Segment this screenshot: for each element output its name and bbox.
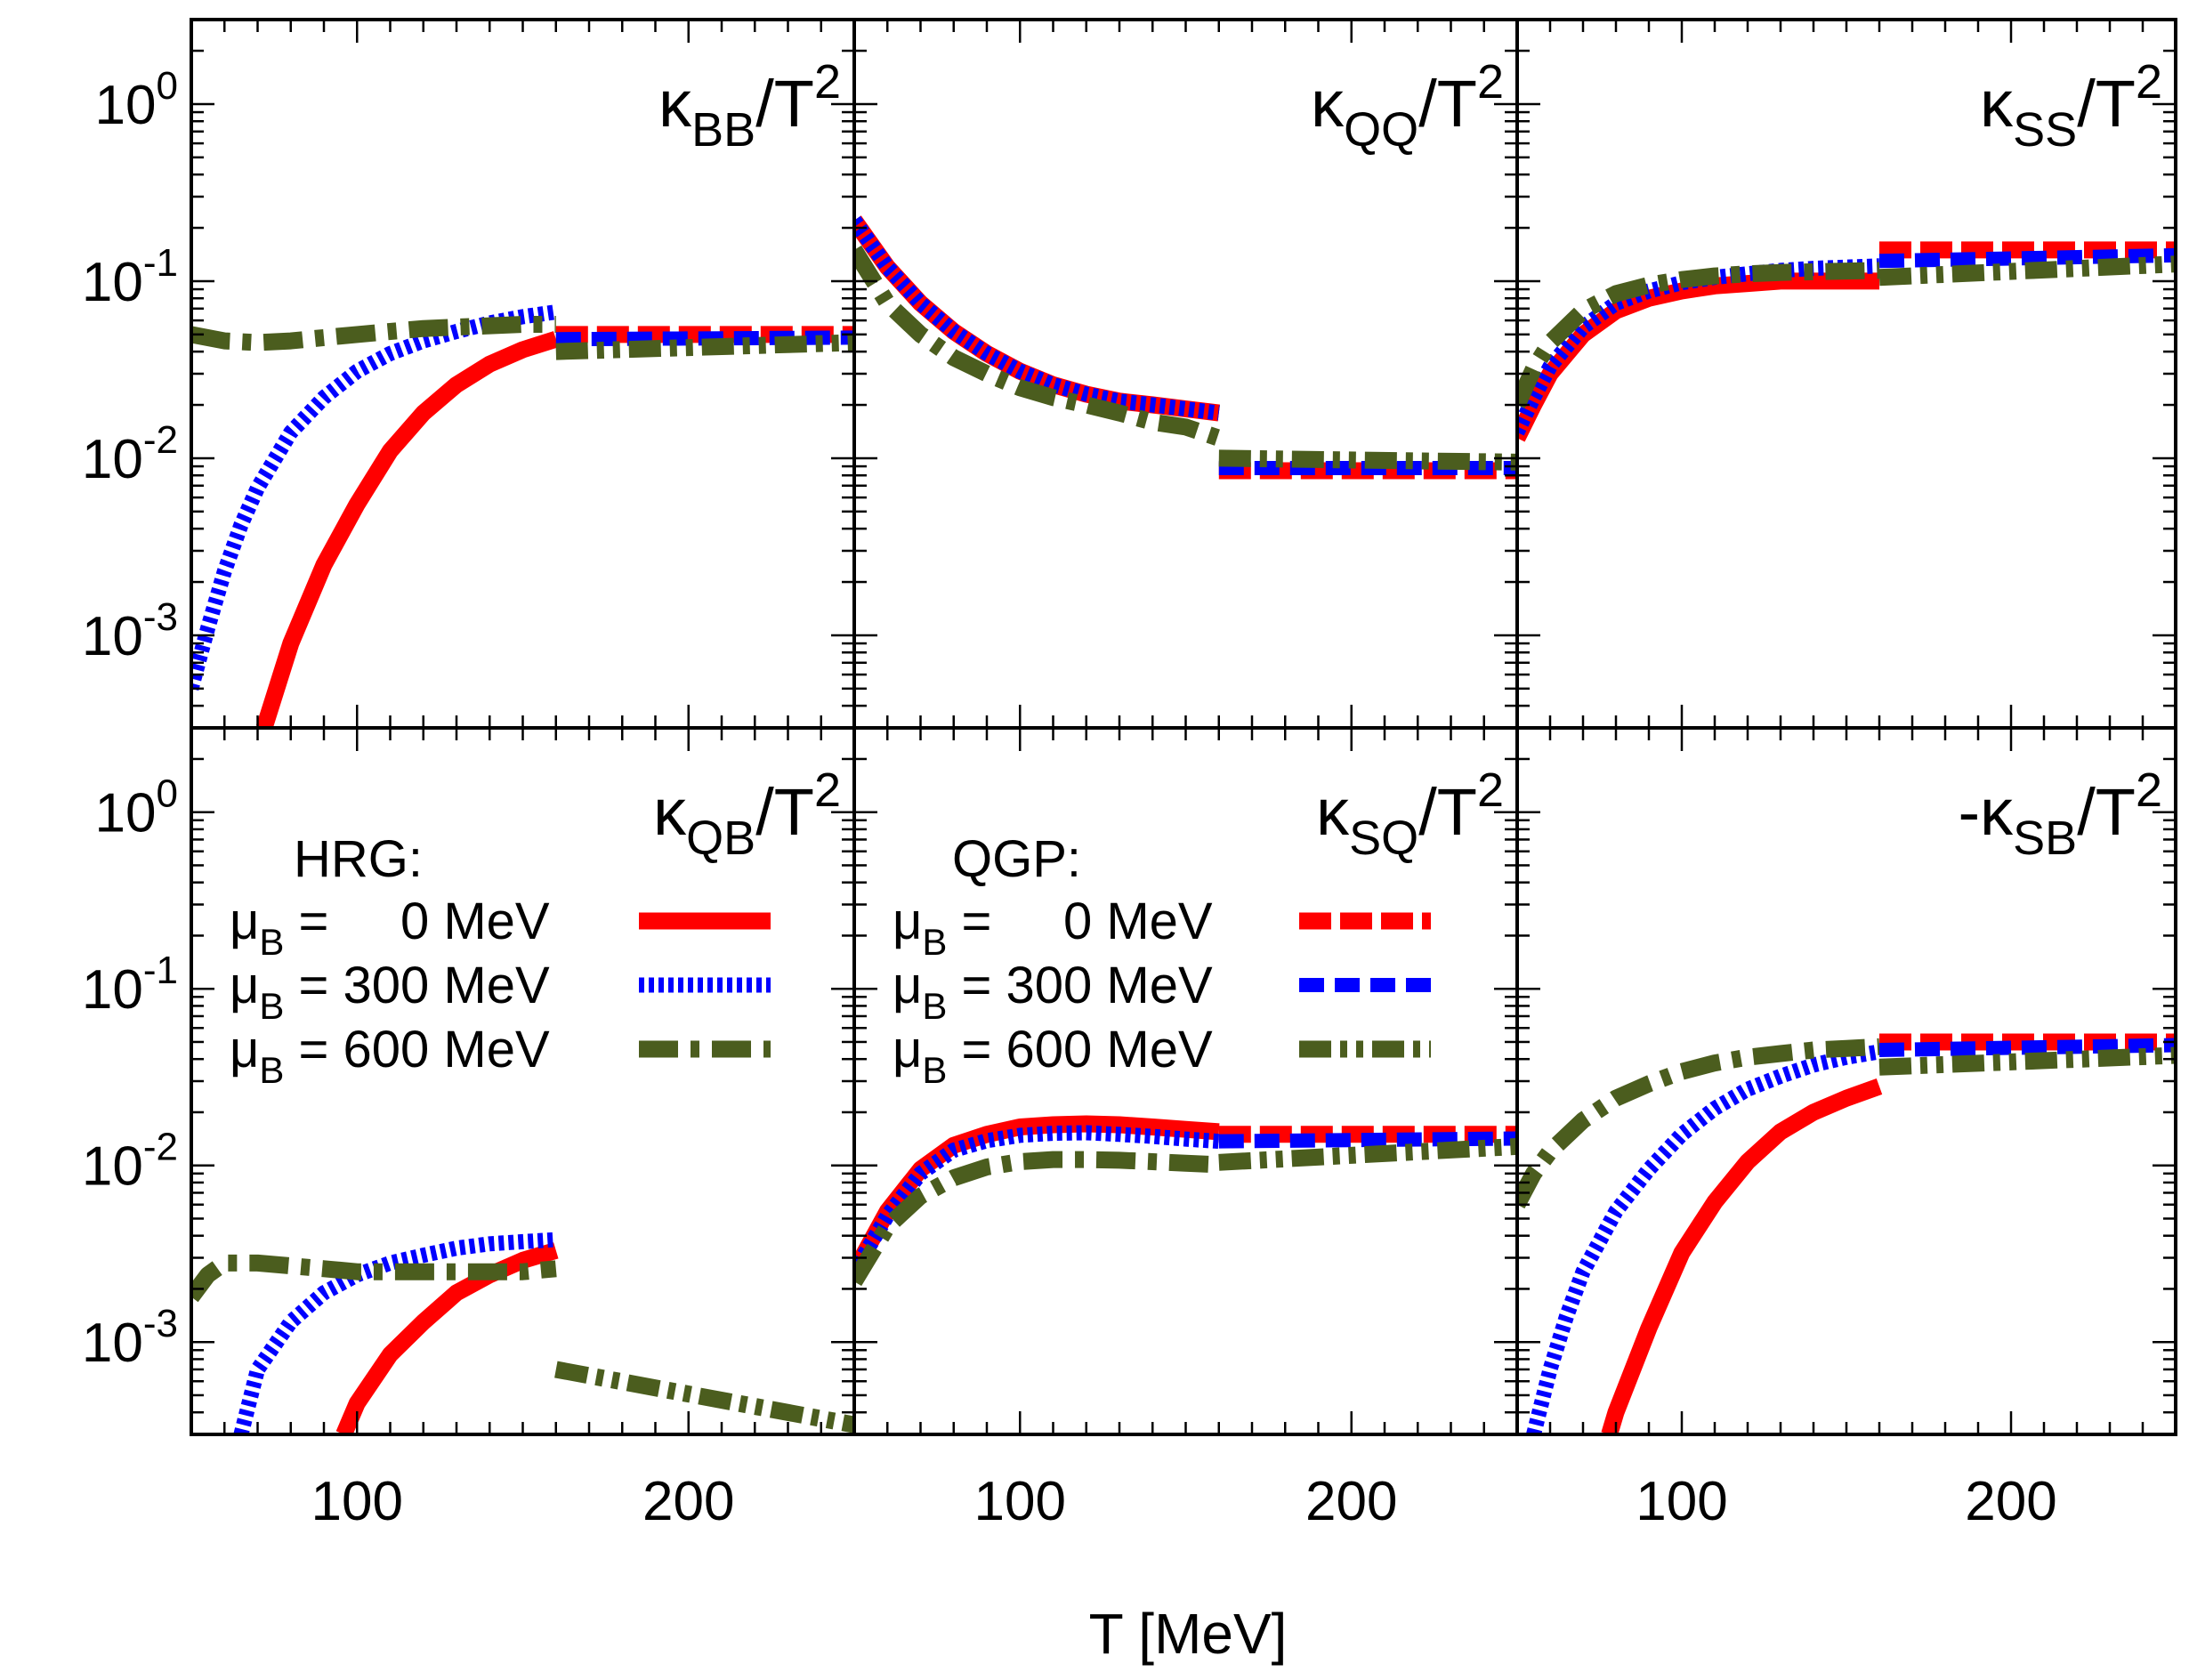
- frames: [190, 18, 2177, 1436]
- series-line-hrg-0-mev: [854, 1115, 1220, 1276]
- legend-entry-label: μB = 0 MeV: [893, 892, 1213, 963]
- panel-bottom-left: 100 10-1 10-2 10-3 100 200 κQB/T2: [82, 726, 854, 1532]
- panel-title: κQB/T2: [653, 763, 841, 865]
- series-line-hrg-0-mev: [255, 331, 559, 728]
- series-line-hrg-600-mev: [1517, 1038, 1880, 1209]
- x-tick-label: 100: [1636, 1471, 1727, 1532]
- series-line-hrg-600-mev: [854, 1151, 1220, 1287]
- series-line-hrg-600-mev: [1517, 262, 1880, 408]
- legend-entry-label: μB = 600 MeV: [893, 1021, 1213, 1091]
- panel-title: κBB/T2: [658, 55, 841, 157]
- series-line-hrg-600-mev: [854, 245, 1222, 447]
- y-tick-label: 10-1: [82, 949, 178, 1021]
- series-line-hrg-300-mev: [1526, 1044, 1881, 1434]
- panel-title: κQQ/T2: [1311, 55, 1504, 157]
- ticks: [1517, 726, 2176, 1436]
- x-tick-label: 200: [1305, 1471, 1397, 1532]
- series-line-hrg-300-mev: [1517, 258, 1880, 436]
- series-line-hrg-300-mev: [233, 1232, 557, 1434]
- series-group: [191, 1232, 854, 1434]
- series-line-qgp-600-mev: [1878, 1046, 2176, 1076]
- panel-bottom-middle: 100 200 κSQ/T2: [854, 726, 1517, 1532]
- series-group: [854, 1115, 1517, 1287]
- y-tick-label: 10-2: [82, 418, 178, 490]
- legend-entry-label: μB = 600 MeV: [230, 1021, 550, 1091]
- ticks: [854, 726, 1517, 1436]
- series-line-qgp-300-mev: [1878, 1038, 2176, 1057]
- series-group: [854, 215, 1517, 480]
- x-tick-label: 100: [974, 1471, 1066, 1532]
- panel-top-middle: κQQ/T2: [854, 18, 1517, 730]
- series-line-hrg-600-mev: [191, 1254, 557, 1303]
- x-axis-label: T [MeV]: [1089, 1602, 1288, 1666]
- series-line-hrg-0-mev: [1517, 272, 1879, 442]
- legend-entry-label: μB = 300 MeV: [893, 957, 1213, 1027]
- y-tick-label: 10-1: [82, 241, 178, 313]
- ticks: [1517, 18, 2176, 730]
- x-tick-label: 100: [311, 1471, 403, 1532]
- series-line-qgp-600-mev: [1218, 449, 1517, 471]
- y-tick-label: 100: [95, 64, 178, 136]
- panels: 100 10-1 10-2 10-3 κBB/T2 κQQ/T2 κSS/T2 100 10-1…: [82, 18, 2176, 1532]
- panel-title: -κSB/T2: [1958, 763, 2162, 865]
- panel-bottom-right: 100 200 -κSB/T2: [1517, 726, 2176, 1532]
- series-line-hrg-0-mev: [1601, 1078, 1883, 1434]
- legend-entry-label: μB = 300 MeV: [230, 957, 550, 1027]
- y-tick-label: 10-3: [82, 595, 178, 667]
- y-tick-label: 10-3: [82, 1302, 178, 1374]
- series-line-qgp-600-mev: [1218, 1137, 1517, 1171]
- y-tick-label: 100: [95, 772, 178, 844]
- series-line-hrg-300-mev: [854, 1125, 1220, 1276]
- series-line-hrg-0-mev: [335, 1242, 559, 1434]
- series-line-qgp-600-mev: [554, 1361, 854, 1434]
- series-line-hrg-300-mev: [191, 304, 557, 691]
- panel-title: κSS/T2: [1980, 55, 2162, 157]
- series-line-qgp-300-mev: [555, 330, 854, 347]
- series-line-qgp-300-mev: [1218, 1131, 1517, 1149]
- panel-top-left: 100 10-1 10-2 10-3 κBB/T2: [82, 18, 854, 730]
- series-line-qgp-300-mev: [1878, 247, 2176, 269]
- series-line-hrg-600-mev: [191, 316, 556, 351]
- series-group: [191, 304, 854, 728]
- series-line-qgp-600-mev: [555, 334, 854, 360]
- legend-title: HRG:: [294, 830, 423, 888]
- panel-top-right: κSS/T2: [1517, 18, 2176, 730]
- legend-title: QGP:: [952, 830, 1081, 888]
- series-group: [1517, 241, 2176, 442]
- series-line-qgp-600-mev: [1878, 255, 2176, 287]
- series-line-hrg-300-mev: [854, 215, 1220, 421]
- x-tick-label: 200: [1965, 1471, 2056, 1532]
- y-tick-label: 10-2: [82, 1126, 178, 1198]
- ticks: [191, 726, 854, 1436]
- x-tick-label: 200: [642, 1471, 734, 1532]
- panel-title: κSQ/T2: [1316, 763, 1504, 865]
- series-group: [1517, 1033, 2176, 1434]
- legend-entry-label: μB = 0 MeV: [230, 892, 550, 963]
